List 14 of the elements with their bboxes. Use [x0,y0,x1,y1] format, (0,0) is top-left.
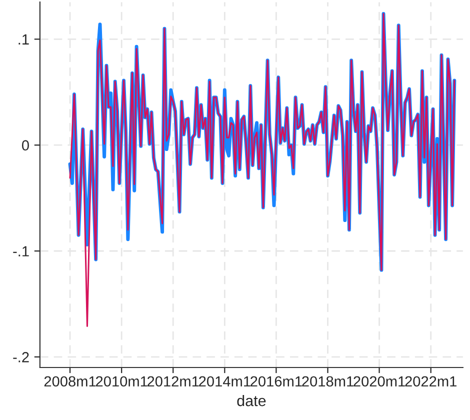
y-tick-label: -.1 [13,246,29,256]
y-tick-label: -.2 [13,352,29,362]
x-axis-title: date [237,394,266,406]
x-tick-label: 2012m1 [147,376,199,387]
x-tick-label: 2016m1 [250,376,302,387]
x-tick-label: 2010m1 [96,376,148,387]
x-tick-label: 2020m1 [354,376,405,387]
x-tick-label: 2008m1 [44,376,96,387]
y-tick-label: .1 [18,34,29,44]
x-tick-label: 2014m1 [199,376,250,387]
y-tick-label: 0 [22,140,29,151]
x-tick-label: 2022m1 [405,376,456,387]
line-series [69,12,456,327]
x-tick-label: 2018m1 [302,376,354,387]
